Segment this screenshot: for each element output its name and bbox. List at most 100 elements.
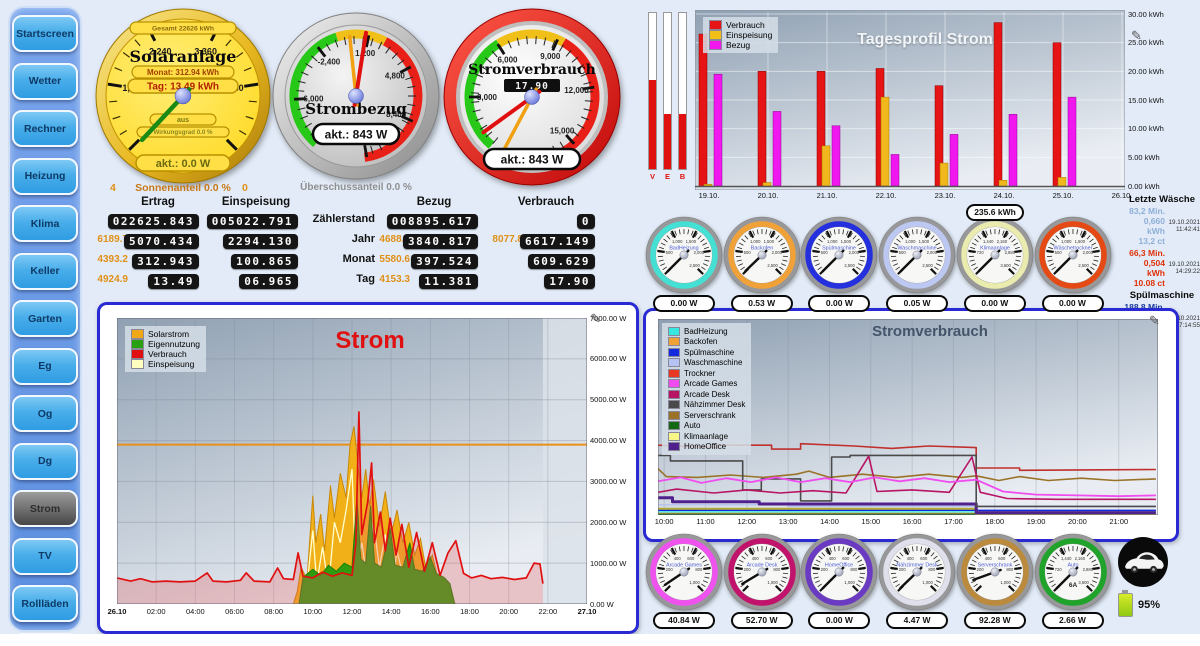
svg-text:200: 200 [899, 567, 907, 572]
x-tick-label: 17:00 [944, 517, 963, 526]
device-gauge-badheizung: 500 1,000 1,500 2,000 2,500 BadHeizung 0.00 W [645, 216, 723, 316]
strom-legend: Solarstrom Eigennutzung Verbrauch Einspeisu… [125, 326, 206, 372]
sidebar-item-klima[interactable]: Klima [12, 205, 78, 242]
edit-pencil-icon[interactable]: ✎ [590, 311, 601, 326]
svg-text:800: 800 [773, 567, 781, 572]
svg-text:2,160: 2,160 [996, 239, 1007, 244]
veb-meter [648, 12, 657, 170]
svg-text:Serverschrank: Serverschrank [977, 563, 1012, 569]
svg-text:400: 400 [907, 556, 915, 561]
y-tick-label: 3000.00 W [590, 476, 627, 486]
svg-text:1,000: 1,000 [672, 239, 683, 244]
device-gauge-value: 0.53 W [730, 295, 793, 312]
sidebar-item-heizung[interactable]: Heizung [12, 157, 78, 195]
sidebar-item-dg[interactable]: Dg [12, 442, 78, 480]
legend-item: Spülmaschine [668, 347, 745, 358]
x-tick-label: 26.10 [107, 607, 127, 616]
legend-item: HomeOffice [668, 442, 745, 453]
counter-lcd: 005022.791 [206, 212, 298, 230]
x-tick-label: 19.10. [698, 191, 720, 200]
sidebar-item-wetter[interactable]: Wetter [12, 62, 78, 100]
legend-item: Backofen [668, 337, 745, 348]
counter-row-label: Zählerstand [312, 213, 375, 225]
x-tick-label: 13:00 [778, 517, 798, 526]
svg-text:1,000: 1,000 [845, 580, 856, 585]
svg-text:600: 600 [920, 556, 928, 561]
sidebar-item-rollläden[interactable]: Rollläden [12, 585, 78, 622]
sidebar-item-startscreen[interactable]: Startscreen [12, 15, 78, 52]
x-tick-label: 16:00 [420, 607, 440, 616]
svg-text:600: 600 [687, 556, 695, 561]
svg-text:Strombezug: Strombezug [305, 100, 407, 118]
svg-text:1,200: 1,200 [355, 49, 376, 58]
sidebar-item-tv[interactable]: TV [12, 537, 78, 575]
y-tick-label: 4000.00 W [590, 436, 627, 446]
x-tick-label: 23.10. [934, 191, 956, 200]
device-gauge-arcade-desk: 200 400 600 800 1,000 Arcade Desk 52.70 W [723, 533, 801, 633]
solar-caption-right: 0 [242, 182, 248, 194]
x-tick-label: 21:00 [1109, 517, 1129, 526]
svg-text:akt.: 843 W: akt.: 843 W [325, 127, 388, 141]
sidebar-item-strom[interactable]: Strom [12, 490, 78, 527]
svg-text:Auto: Auto [1067, 563, 1078, 569]
counter-side-value: 4153.3 [379, 274, 410, 285]
svg-text:600: 600 [998, 556, 1006, 561]
svg-text:500: 500 [743, 250, 751, 255]
svg-text:12,000: 12,000 [564, 86, 589, 95]
counter-col-header: Verbrauch [517, 196, 575, 208]
y-tick-label: 5.00 kWh [1128, 152, 1160, 162]
svg-text:1,500: 1,500 [763, 239, 774, 244]
svg-text:Stromverbrauch: Stromverbrauch [468, 62, 596, 78]
device-gauge-nähzimmer-desk: 200 400 600 800 1,000 Nähzimmer Desk 4.47 W [878, 533, 956, 633]
legend-item: Trockner [668, 368, 745, 379]
counter-side-value: 4393.2 [97, 254, 128, 265]
edit-pencil-icon[interactable]: ✎ [1149, 313, 1160, 328]
svg-text:2,000: 2,000 [1082, 250, 1093, 255]
svg-text:2,000: 2,000 [927, 250, 938, 255]
consumption-gauge: 3,000 6,000 9,000 12,000 15,000 Stromverbrauc… [443, 8, 621, 186]
sidebar-item-rechner[interactable]: Rechner [12, 110, 78, 147]
device-gauge-value: 4.47 W [886, 612, 949, 629]
sidebar-item-garten[interactable]: Garten [12, 300, 78, 337]
counter-lcd: 5070.434 [107, 232, 199, 250]
y-tick-label: 1000.00 W [590, 558, 627, 568]
legend-item: Serverschrank [668, 410, 745, 421]
svg-text:800: 800 [851, 567, 859, 572]
y-tick-label: 30.00 kWh [1128, 9, 1164, 19]
sidebar-item-og[interactable]: Og [12, 395, 78, 432]
counter-lcd: 100.865 [206, 252, 298, 270]
svg-text:400: 400 [984, 556, 992, 561]
svg-text:1,000: 1,000 [1060, 239, 1071, 244]
sidebar-nav: Startscreen Wetter Rechner Heizung Klima Kell… [8, 6, 82, 646]
counter-side-value: 5580.6 [379, 254, 410, 265]
device-gauges-row-bottom: 200 400 600 800 1,000 Arcade Games 40.84 W 200 4… [645, 533, 1125, 633]
bottom-margin [0, 634, 1200, 646]
y-tick-label: 20.00 kWh [1128, 66, 1164, 76]
svg-text:720: 720 [1054, 567, 1062, 572]
svg-text:200: 200 [666, 567, 674, 572]
sidebar-item-eg[interactable]: Eg [12, 347, 78, 385]
svg-text:aus: aus [177, 117, 189, 124]
svg-text:Backofen: Backofen [750, 246, 772, 252]
svg-text:Wäschetrockner: Wäschetrockner [1053, 246, 1092, 252]
svg-text:500: 500 [1054, 250, 1062, 255]
sidebar-item-keller[interactable]: Keller [12, 252, 78, 290]
klima-total-badge: 235.6 kWh [966, 204, 1024, 221]
x-tick-label: 26.10. [1111, 191, 1133, 200]
svg-text:600: 600 [765, 556, 773, 561]
device-gauge-value: 92.28 W [963, 612, 1026, 629]
device-gauge-backofen: 500 1,000 1,500 2,000 2,500 Backofen 0.53 W [723, 216, 801, 316]
counter-row-label: Tag [356, 273, 375, 285]
counter-side-value: 4688.6 [379, 234, 410, 245]
svg-text:800: 800 [695, 567, 703, 572]
battery-percentage: 95% [1138, 599, 1161, 611]
svg-text:Tag: 13.49 kWh: Tag: 13.49 kWh [147, 82, 219, 93]
stromverbrauch-legend: BadHeizung Backofen Spülmaschine Waschmasch… [662, 323, 752, 455]
device-gauge-auto: 720 1,440 2,160 2,880 3,600 Auto 6A 2.66 W [1034, 533, 1112, 633]
counter-lcd: 17.90 [503, 272, 595, 290]
device-gauge-value: 0.00 W [808, 612, 871, 629]
edit-pencil-icon[interactable]: ✎ [1131, 28, 1142, 43]
svg-text:Nähzimmer Desk: Nähzimmer Desk [896, 563, 938, 569]
x-tick-label: 25.10. [1052, 191, 1074, 200]
